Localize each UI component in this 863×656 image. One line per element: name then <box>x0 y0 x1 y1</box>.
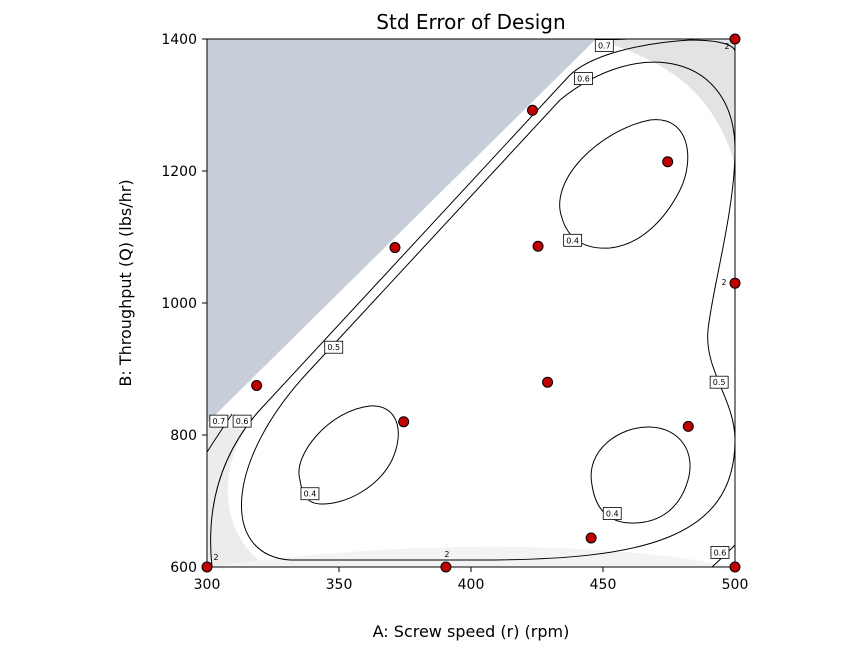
design-point <box>440 561 452 573</box>
contour-label: 0.5 <box>709 375 729 389</box>
contour-label: 0.4 <box>300 487 320 501</box>
contour-line-0.5 <box>241 61 735 561</box>
y-tick-label: 1200 <box>161 164 197 180</box>
edge-shading-left <box>207 423 268 567</box>
contour-island-left <box>298 405 399 505</box>
excluded-region <box>207 39 596 423</box>
contour-label: 0.4 <box>563 233 583 247</box>
x-tick-label: 350 <box>326 577 353 593</box>
contour-label-text: 0.7 <box>598 42 611 51</box>
contour-label-box <box>602 507 622 520</box>
design-point <box>251 380 263 391</box>
contour-label-text: 0.6 <box>577 75 590 84</box>
contour-label: 0.7 <box>209 414 229 428</box>
design-point <box>729 33 741 45</box>
design-point <box>662 156 674 168</box>
design-point <box>398 416 410 428</box>
x-tick-label: 400 <box>458 577 485 593</box>
contour-label-text: 0.7 <box>213 417 226 426</box>
design-point <box>729 561 741 573</box>
design-point <box>729 277 741 289</box>
contour-label-text: 0.6 <box>714 548 727 557</box>
edge-shading-upper <box>596 39 735 165</box>
replicate-count-label: 2 <box>213 553 218 562</box>
edge-shading-bottom <box>207 546 735 567</box>
contour-label-box <box>709 375 729 389</box>
y-tick-label: 800 <box>170 428 197 444</box>
replicate-count-label: 2 <box>444 550 449 559</box>
x-tick-label: 300 <box>194 577 221 593</box>
chart-title: Std Error of Design <box>376 10 565 34</box>
y-tick-label: 600 <box>170 560 197 576</box>
y-tick-label: 1400 <box>161 32 197 48</box>
contour-label: 0.6 <box>710 546 730 559</box>
contour-label: 0.5 <box>324 340 344 354</box>
contour-label-text: 0.4 <box>566 236 579 245</box>
contour-label-text: 0.6 <box>236 417 249 426</box>
contour-label: 0.6 <box>232 414 252 428</box>
contour-island-lower-right <box>590 426 691 524</box>
contour-label-box <box>710 546 730 559</box>
contour-label: 0.4 <box>602 507 622 520</box>
design-points: 2 2 2 2 <box>201 33 741 573</box>
contour-label-box <box>324 340 344 354</box>
contour-label-box <box>209 414 229 428</box>
contour-label-text: 0.4 <box>304 490 317 499</box>
contour-label: 0.6 <box>574 72 593 85</box>
contour-label-box <box>300 487 320 501</box>
y-axis-label: B: Throughput (Q) (lbs/hr) <box>116 179 135 386</box>
contour-line-0.6 <box>210 39 735 567</box>
x-tick-label: 500 <box>722 577 749 593</box>
x-tick-label: 450 <box>590 577 617 593</box>
x-axis: 300 350 400 450 500 <box>194 567 749 593</box>
design-point <box>389 242 401 254</box>
contour-label: 0.7 <box>594 39 614 52</box>
contour-line-0.7-left <box>207 413 233 453</box>
y-tick-label: 1000 <box>161 296 197 312</box>
design-point <box>527 104 539 116</box>
design-point <box>542 376 554 388</box>
contour-label-text: 0.4 <box>606 510 619 519</box>
replicate-count-label: 2 <box>721 278 726 287</box>
contour-label-box <box>563 233 583 247</box>
design-point <box>532 240 544 252</box>
contour-label-text: 0.5 <box>713 378 726 387</box>
contour-label-box <box>232 414 252 428</box>
contour-label-box <box>594 39 614 52</box>
replicate-count-label: 2 <box>724 42 729 51</box>
plot-area <box>206 38 736 568</box>
contour-label-box <box>574 72 593 85</box>
contour-labels: 0.7 0.6 0.4 0.5 0.7 0.6 0.5 0.4 0.4 0.6 <box>209 39 730 559</box>
contour-label-text: 0.5 <box>327 343 340 352</box>
design-point <box>682 420 694 432</box>
y-axis: 600 800 1000 1200 1400 <box>161 32 207 576</box>
x-axis-label: A: Screw speed (r) (rpm) <box>373 622 570 641</box>
contour-island-upper-right <box>559 119 689 249</box>
design-point <box>585 532 597 544</box>
design-point <box>201 561 213 573</box>
